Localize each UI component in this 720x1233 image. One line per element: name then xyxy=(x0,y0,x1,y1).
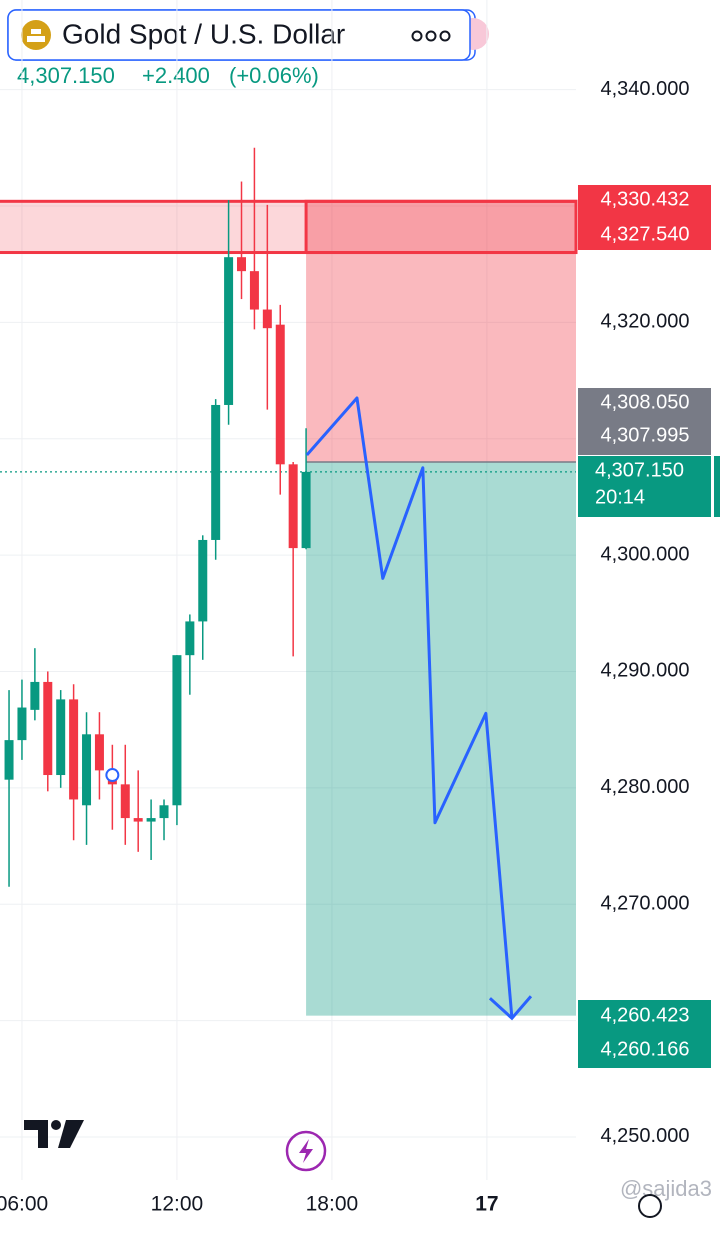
candle-body xyxy=(275,324,285,465)
countdown: 20:14 xyxy=(595,486,645,508)
gold-icon xyxy=(21,20,51,50)
candle-body xyxy=(262,309,272,329)
y-tick-label: 4,250.000 xyxy=(601,1125,690,1147)
candle-body xyxy=(146,818,156,822)
symbol-box-front xyxy=(7,9,471,61)
event-marker xyxy=(105,768,120,783)
price-label: 4,308.050 xyxy=(601,391,690,413)
more-button[interactable] xyxy=(411,30,451,42)
projection-arrowhead xyxy=(488,995,533,1021)
tv-logo xyxy=(24,1120,84,1148)
symbol-title: Gold Spot / U.S. Dollar xyxy=(62,18,345,49)
candle-body xyxy=(17,707,27,741)
resistance-zone xyxy=(0,199,578,255)
candle-body xyxy=(185,621,195,656)
resistance-zone-right xyxy=(304,199,578,255)
price-label: 4,327.540 xyxy=(601,223,690,245)
watermark: @sajida3 xyxy=(620,1176,712,1201)
y-tick-label: 4,300.000 xyxy=(601,543,690,565)
change-pct: (+0.06%) xyxy=(229,63,319,88)
stop-zone xyxy=(306,200,576,462)
price-label: 4,330.432 xyxy=(601,188,690,210)
price-label: 4,260.423 xyxy=(601,1004,690,1026)
candle-body xyxy=(249,271,259,310)
y-tick-label: 4,290.000 xyxy=(601,660,690,682)
candle-body xyxy=(133,818,143,822)
target-zone xyxy=(306,461,576,1016)
candle-body xyxy=(56,699,66,776)
price: 4,307.150 xyxy=(17,63,115,88)
candle-body xyxy=(301,471,311,549)
gold-icon-bar xyxy=(27,36,45,42)
gold-icon-bar xyxy=(31,29,41,34)
lightning-icon xyxy=(299,1139,313,1163)
candle-body xyxy=(172,655,182,806)
settings-button[interactable] xyxy=(638,1194,662,1218)
price-label: 4,260.166 xyxy=(601,1038,690,1060)
price-label: 4,307.995 xyxy=(601,424,690,446)
price-label-box xyxy=(578,1000,711,1068)
y-tick-label: 4,270.000 xyxy=(601,892,690,914)
y-tick-label: 4,320.000 xyxy=(601,311,690,333)
candle-body xyxy=(4,740,14,780)
candle-body xyxy=(30,681,40,710)
candle-body xyxy=(237,257,247,272)
current-price-edge xyxy=(714,456,720,517)
x-tick-label: 18:00 xyxy=(306,1193,359,1216)
candle-body xyxy=(288,464,298,549)
candle-body xyxy=(159,805,169,819)
change: +2.400 xyxy=(142,63,210,88)
price-label-box xyxy=(578,388,711,455)
candle-body xyxy=(69,699,79,800)
candle-body xyxy=(211,404,221,540)
candle-body xyxy=(120,784,130,819)
candle-body xyxy=(43,681,53,776)
projection-line xyxy=(305,396,514,1019)
x-tick-label: 17 xyxy=(475,1193,498,1216)
x-tick-label: 06:00 xyxy=(0,1193,48,1216)
y-tick-label: 4,280.000 xyxy=(601,776,690,798)
current-price-label: 4,307.150 xyxy=(595,459,684,481)
candle-body xyxy=(224,257,234,405)
candle-body xyxy=(94,734,104,771)
lightning-button[interactable] xyxy=(285,1130,327,1172)
candle-body xyxy=(198,539,208,622)
price-label-box xyxy=(578,185,711,250)
y-tick-label: 4,340.000 xyxy=(601,78,690,100)
x-tick-label: 12:00 xyxy=(151,1193,204,1216)
candle-body xyxy=(82,734,92,806)
current-price-box xyxy=(578,456,711,517)
